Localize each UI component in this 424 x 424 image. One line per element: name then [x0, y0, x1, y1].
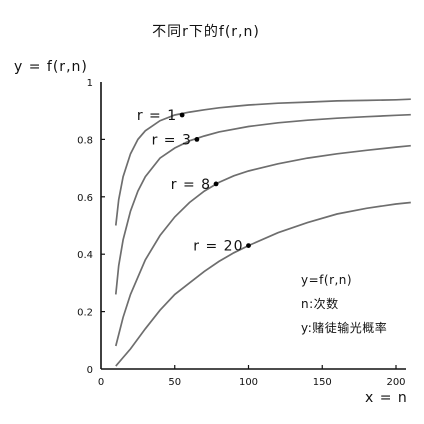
series-label: r = 20 — [193, 239, 243, 255]
y-tick-label: 1 — [87, 78, 93, 89]
curves-group — [114, 98, 411, 367]
series-label: r = 1 — [137, 108, 177, 124]
legend-note: y=f(r,n) n:次数 y:赌徒输光概率 — [301, 273, 387, 335]
x-axis-label: x = n — [365, 390, 408, 406]
y-tick-label: 0.6 — [77, 193, 93, 204]
annotation-formula: y=f(r,n) — [301, 273, 352, 287]
x-tick-label: 200 — [386, 377, 405, 388]
x-tick-label: 100 — [239, 377, 258, 388]
series-line — [114, 144, 411, 347]
series-marker-point — [246, 243, 251, 248]
curve-labels-group: r = 1 r = 3 r = 8 r = 20 — [137, 108, 243, 255]
x-tick-label: 0 — [98, 377, 104, 388]
series-line — [115, 201, 411, 367]
series-label: r = 3 — [152, 132, 192, 148]
y-tick-label: 0 — [87, 365, 93, 376]
annotation-y-meaning: y:赌徒输光概率 — [301, 320, 387, 335]
markers-group — [179, 112, 251, 248]
series-marker-point — [213, 181, 219, 187]
tick-group: 0 50 100 150 200 0 0.2 0.4 0.6 0.8 1 — [77, 78, 405, 388]
chart-title: 不同r下的f(r,n) — [152, 24, 260, 40]
annotation-n-meaning: n:次数 — [301, 296, 339, 311]
y-tick-label: 0.8 — [77, 135, 93, 146]
x-tick-label: 150 — [313, 377, 332, 388]
series-marker-point — [194, 137, 200, 142]
series-marker-point — [179, 112, 185, 118]
series-line — [114, 98, 411, 226]
series-label: r = 8 — [171, 177, 211, 193]
y-tick-label: 0.4 — [77, 250, 93, 261]
y-tick-label: 0.2 — [77, 308, 93, 319]
y-axis-label: y = f(r,n) — [14, 59, 88, 75]
x-tick-label: 50 — [168, 377, 181, 388]
